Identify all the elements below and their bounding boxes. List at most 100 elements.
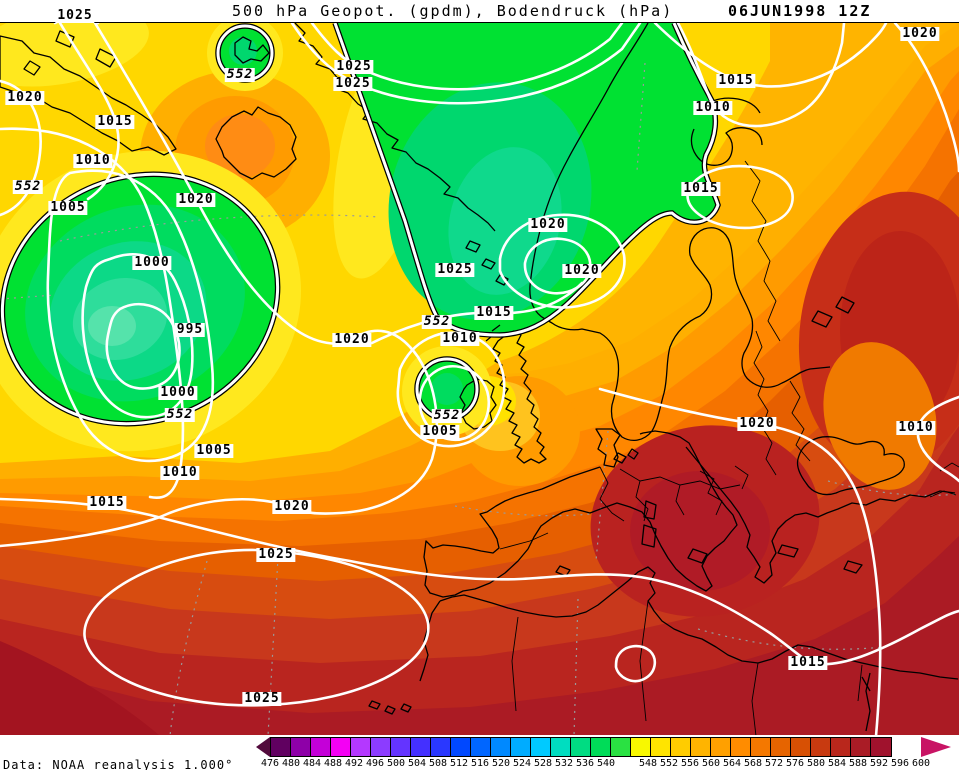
isobar-contour-label: 1015 — [716, 73, 756, 88]
isobar-contour-label: 1015 — [788, 655, 828, 670]
colorbar-tick-label: 504 — [407, 758, 427, 769]
colorbar-tick-label: 576 — [785, 758, 805, 769]
colorbar-tick-label: 516 — [470, 758, 490, 769]
isobar-contour-label: 995 — [174, 322, 206, 337]
colorbar-segment — [291, 738, 311, 756]
colorbar-segment — [271, 738, 291, 756]
colorbar-tick-label: 520 — [491, 758, 511, 769]
colorbar-segment — [391, 738, 411, 756]
geopotential-contour-label: 552 — [421, 314, 453, 329]
colorbar-tick-label: 592 — [869, 758, 889, 769]
colorbar-tick-label: 540 — [596, 758, 616, 769]
colorbar-segment — [431, 738, 451, 756]
colorbar-tick-label: 484 — [302, 758, 322, 769]
colorbar-segment — [511, 738, 531, 756]
isobar-contour-label: 1025 — [242, 691, 282, 706]
colorbar-segment — [591, 738, 611, 756]
colorbar-tick-label: 600 — [911, 758, 931, 769]
colorbar-segment — [631, 738, 651, 756]
isobar-contour-label: 1025 — [333, 76, 373, 91]
geopotential-contour-label: 552 — [224, 67, 256, 82]
colorbar-segment — [571, 738, 591, 756]
colorbar-segment — [551, 738, 571, 756]
isobar-contour-label: 1010 — [896, 420, 936, 435]
colorbar-tick-label: 572 — [764, 758, 784, 769]
isobar-contour-label: 1025 — [256, 547, 296, 562]
colorbar-tick-label: 500 — [386, 758, 406, 769]
colorbar-segment — [731, 738, 751, 756]
colorbar-segment — [311, 738, 331, 756]
colorbar-tick-label: 568 — [743, 758, 763, 769]
isobar-contour-label: 1015 — [87, 495, 127, 510]
credit-data-source: Data: NOAA reanalysis 1.000° — [3, 758, 234, 770]
isobar-contour-label: 1000 — [158, 385, 198, 400]
colorbar-segment — [871, 738, 891, 756]
colorbar-tick-label: 492 — [344, 758, 364, 769]
map-canvas: 1025 1020 1015 552 1025 1025 1010 552 1005 1020 10… — [0, 9, 959, 736]
colorbar-tick-label: 488 — [323, 758, 343, 769]
isobar-contour-label: 1020 — [900, 26, 940, 41]
isobar-contour-label: 1015 — [474, 305, 514, 320]
colorbar-tick-label: 564 — [722, 758, 742, 769]
colorbar-segment — [751, 738, 771, 756]
isobar-contour-label: 1025 — [435, 262, 475, 277]
colorbar-tick-label: 556 — [680, 758, 700, 769]
colorbar-tick-label: 496 — [365, 758, 385, 769]
colorbar-segment — [811, 738, 831, 756]
isobar-contour-label: 1005 — [420, 424, 460, 439]
isobar-contour-label: 1020 — [562, 263, 602, 278]
isobar-contour-label: 1020 — [332, 332, 372, 347]
geopotential-contour-label: 552 — [431, 408, 463, 423]
isobar-contour-label: 1010 — [693, 100, 733, 115]
isobar-contour-label: 1020 — [176, 192, 216, 207]
isobar-contour-label: 1025 — [334, 59, 374, 74]
colorbar-segment — [451, 738, 471, 756]
colorbar-segment — [411, 738, 431, 756]
colorbar-segment — [491, 738, 511, 756]
colorbar-segment — [851, 738, 871, 756]
colorbar-segment — [331, 738, 351, 756]
colorbar-tick-label: 508 — [428, 758, 448, 769]
colorbar-right-arrow-icon — [921, 737, 951, 757]
colorbar-tick-label: 528 — [533, 758, 553, 769]
colorbar-segment — [651, 738, 671, 756]
colorbar-left-arrow-icon — [256, 737, 270, 757]
colorbar-segment — [471, 738, 491, 756]
isobar-contour-label: 1005 — [48, 200, 88, 215]
colorbar-segments — [270, 737, 892, 757]
footer-bar: Data: NOAA reanalysis 1.000° (C) Wetterz… — [0, 735, 959, 770]
colorbar-tick-label: 548 — [638, 758, 658, 769]
colorbar-tick-label: 584 — [827, 758, 847, 769]
title-bar: 500 hPa Geopot. (gpdm), Bodendruck (hPa)… — [0, 0, 959, 22]
colorbar-segment — [531, 738, 551, 756]
colorbar-segment — [351, 738, 371, 756]
colorbar-segment — [711, 738, 731, 756]
colorbar-tick-label: 596 — [890, 758, 910, 769]
isobar-contour-label: 1020 — [5, 90, 45, 105]
colorbar-tick-label: 588 — [848, 758, 868, 769]
colorbar-tick-label: 560 — [701, 758, 721, 769]
country-borders — [499, 160, 959, 736]
isobar-contour-label: 1020 — [737, 416, 777, 431]
map-datetime: 06JUN1998 12Z — [728, 2, 872, 20]
colorbar-segment — [771, 738, 791, 756]
colorbar-tick-label: 480 — [281, 758, 301, 769]
isobar-contour-label: 1015 — [681, 181, 721, 196]
map-title: 500 hPa Geopot. (gpdm), Bodendruck (hPa) — [232, 2, 674, 20]
contour-labels-layer: 1025 1020 1015 552 1025 1025 1010 552 1005 1020 10… — [0, 9, 959, 734]
isobar-contour-label: 1005 — [194, 443, 234, 458]
isobar-contour-label: 1020 — [272, 499, 312, 514]
colorbar-tick-label: 524 — [512, 758, 532, 769]
colorbar-segment — [791, 738, 811, 756]
geopotential-contour-label: 552 — [164, 407, 196, 422]
colorbar-segment — [611, 738, 631, 756]
colorbar-tick-label: 536 — [575, 758, 595, 769]
geopotential-contour-label: 552 — [12, 179, 44, 194]
isobar-contour-label: 1000 — [132, 255, 172, 270]
colorbar-tick-label: 552 — [659, 758, 679, 769]
colorbar-segment — [691, 738, 711, 756]
colorbar-tick-label: 476 — [260, 758, 280, 769]
isobar-contour-label: 1015 — [95, 114, 135, 129]
isobar-contour-label: 1010 — [73, 153, 113, 168]
